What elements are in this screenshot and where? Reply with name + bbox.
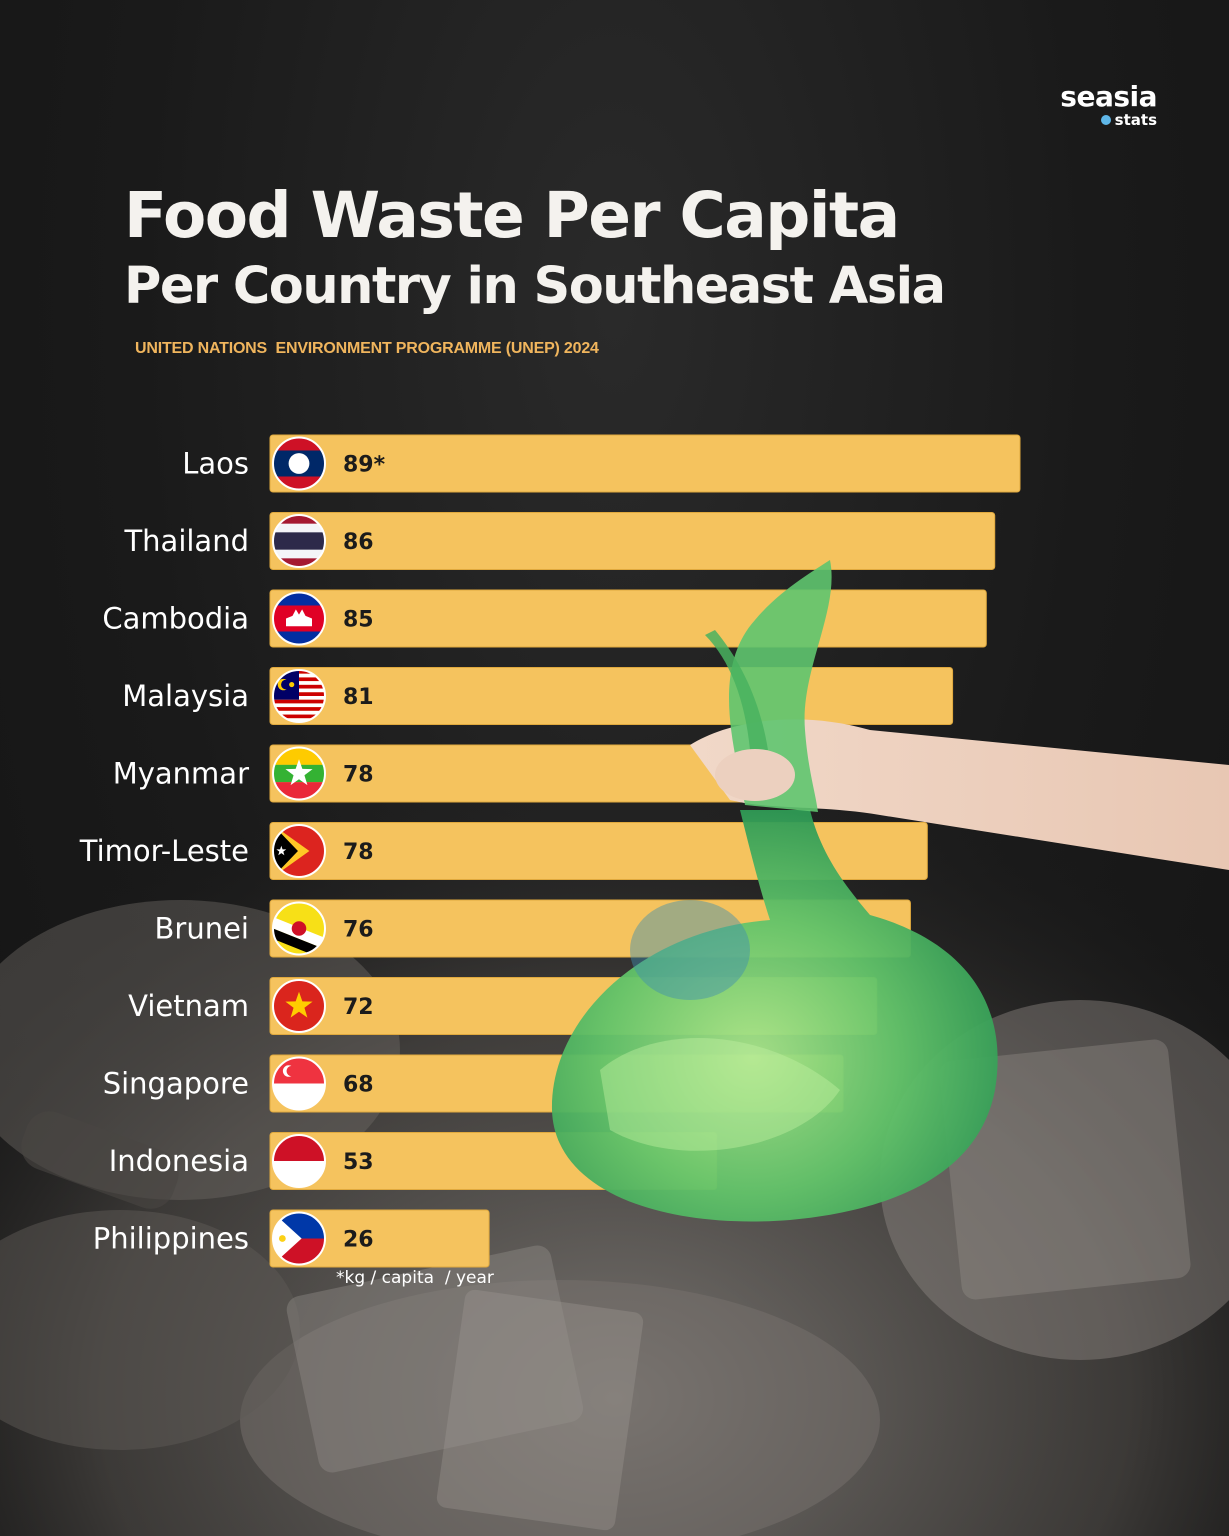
category-label: Thailand [123, 524, 249, 558]
cambodia-flag-icon [273, 592, 325, 645]
category-label: Malaysia [122, 679, 249, 713]
category-label: Philippines [93, 1222, 249, 1256]
category-label: Cambodia [102, 602, 249, 636]
bar-row: Philippines 26 [93, 1209, 490, 1268]
value-label: 53 [343, 1150, 374, 1175]
value-label: 72 [343, 995, 374, 1020]
bar-row: Thailand 86 [123, 512, 996, 570]
value-label: 68 [343, 1073, 374, 1098]
bar [269, 1209, 490, 1268]
bar [269, 434, 1021, 493]
value-label: 26 [343, 1228, 374, 1253]
brunei-flag-icon [273, 902, 325, 955]
category-label: Myanmar [113, 757, 249, 791]
brand-logo: seasia stats [1060, 80, 1157, 129]
value-label: 86 [343, 530, 374, 555]
value-label: 85 [343, 608, 374, 633]
laos-flag-icon [273, 437, 325, 490]
value-label: 81 [343, 685, 374, 710]
globe-dot-icon [1100, 115, 1111, 125]
category-label: Laos [182, 447, 249, 481]
category-label: Singapore [103, 1067, 249, 1101]
category-label: Vietnam [128, 989, 249, 1023]
vietnam-flag-icon [273, 980, 325, 1032]
bar-row: Laos 89* [182, 434, 1021, 493]
malaysia-flag-icon [273, 670, 325, 722]
source-note: UNITED NATIONS ENVIRONMENT PROGRAMME (UN… [135, 340, 599, 357]
chart-title-line1: Food Waste Per Capita [124, 179, 900, 252]
bar [269, 512, 996, 570]
value-label: 76 [343, 918, 374, 943]
value-label: 89* [343, 453, 386, 478]
thailand-flag-icon [273, 515, 325, 567]
brand-sub-label: stats [1114, 111, 1157, 129]
unit-note: *kg / capita / year [336, 1268, 494, 1288]
category-label: Brunei [155, 912, 249, 946]
category-label: Indonesia [109, 1144, 249, 1178]
timor-leste-flag-icon [273, 825, 325, 877]
brand-name: seasia [1060, 80, 1157, 113]
brand-sub: stats [1060, 112, 1157, 128]
chart-title-line2: Per Country in Southeast Asia [124, 257, 946, 316]
green-trash-bag-photo [551, 560, 1229, 1222]
value-label: 78 [343, 763, 374, 788]
category-label: Timor-Leste [79, 834, 249, 868]
value-label: 78 [343, 840, 374, 865]
